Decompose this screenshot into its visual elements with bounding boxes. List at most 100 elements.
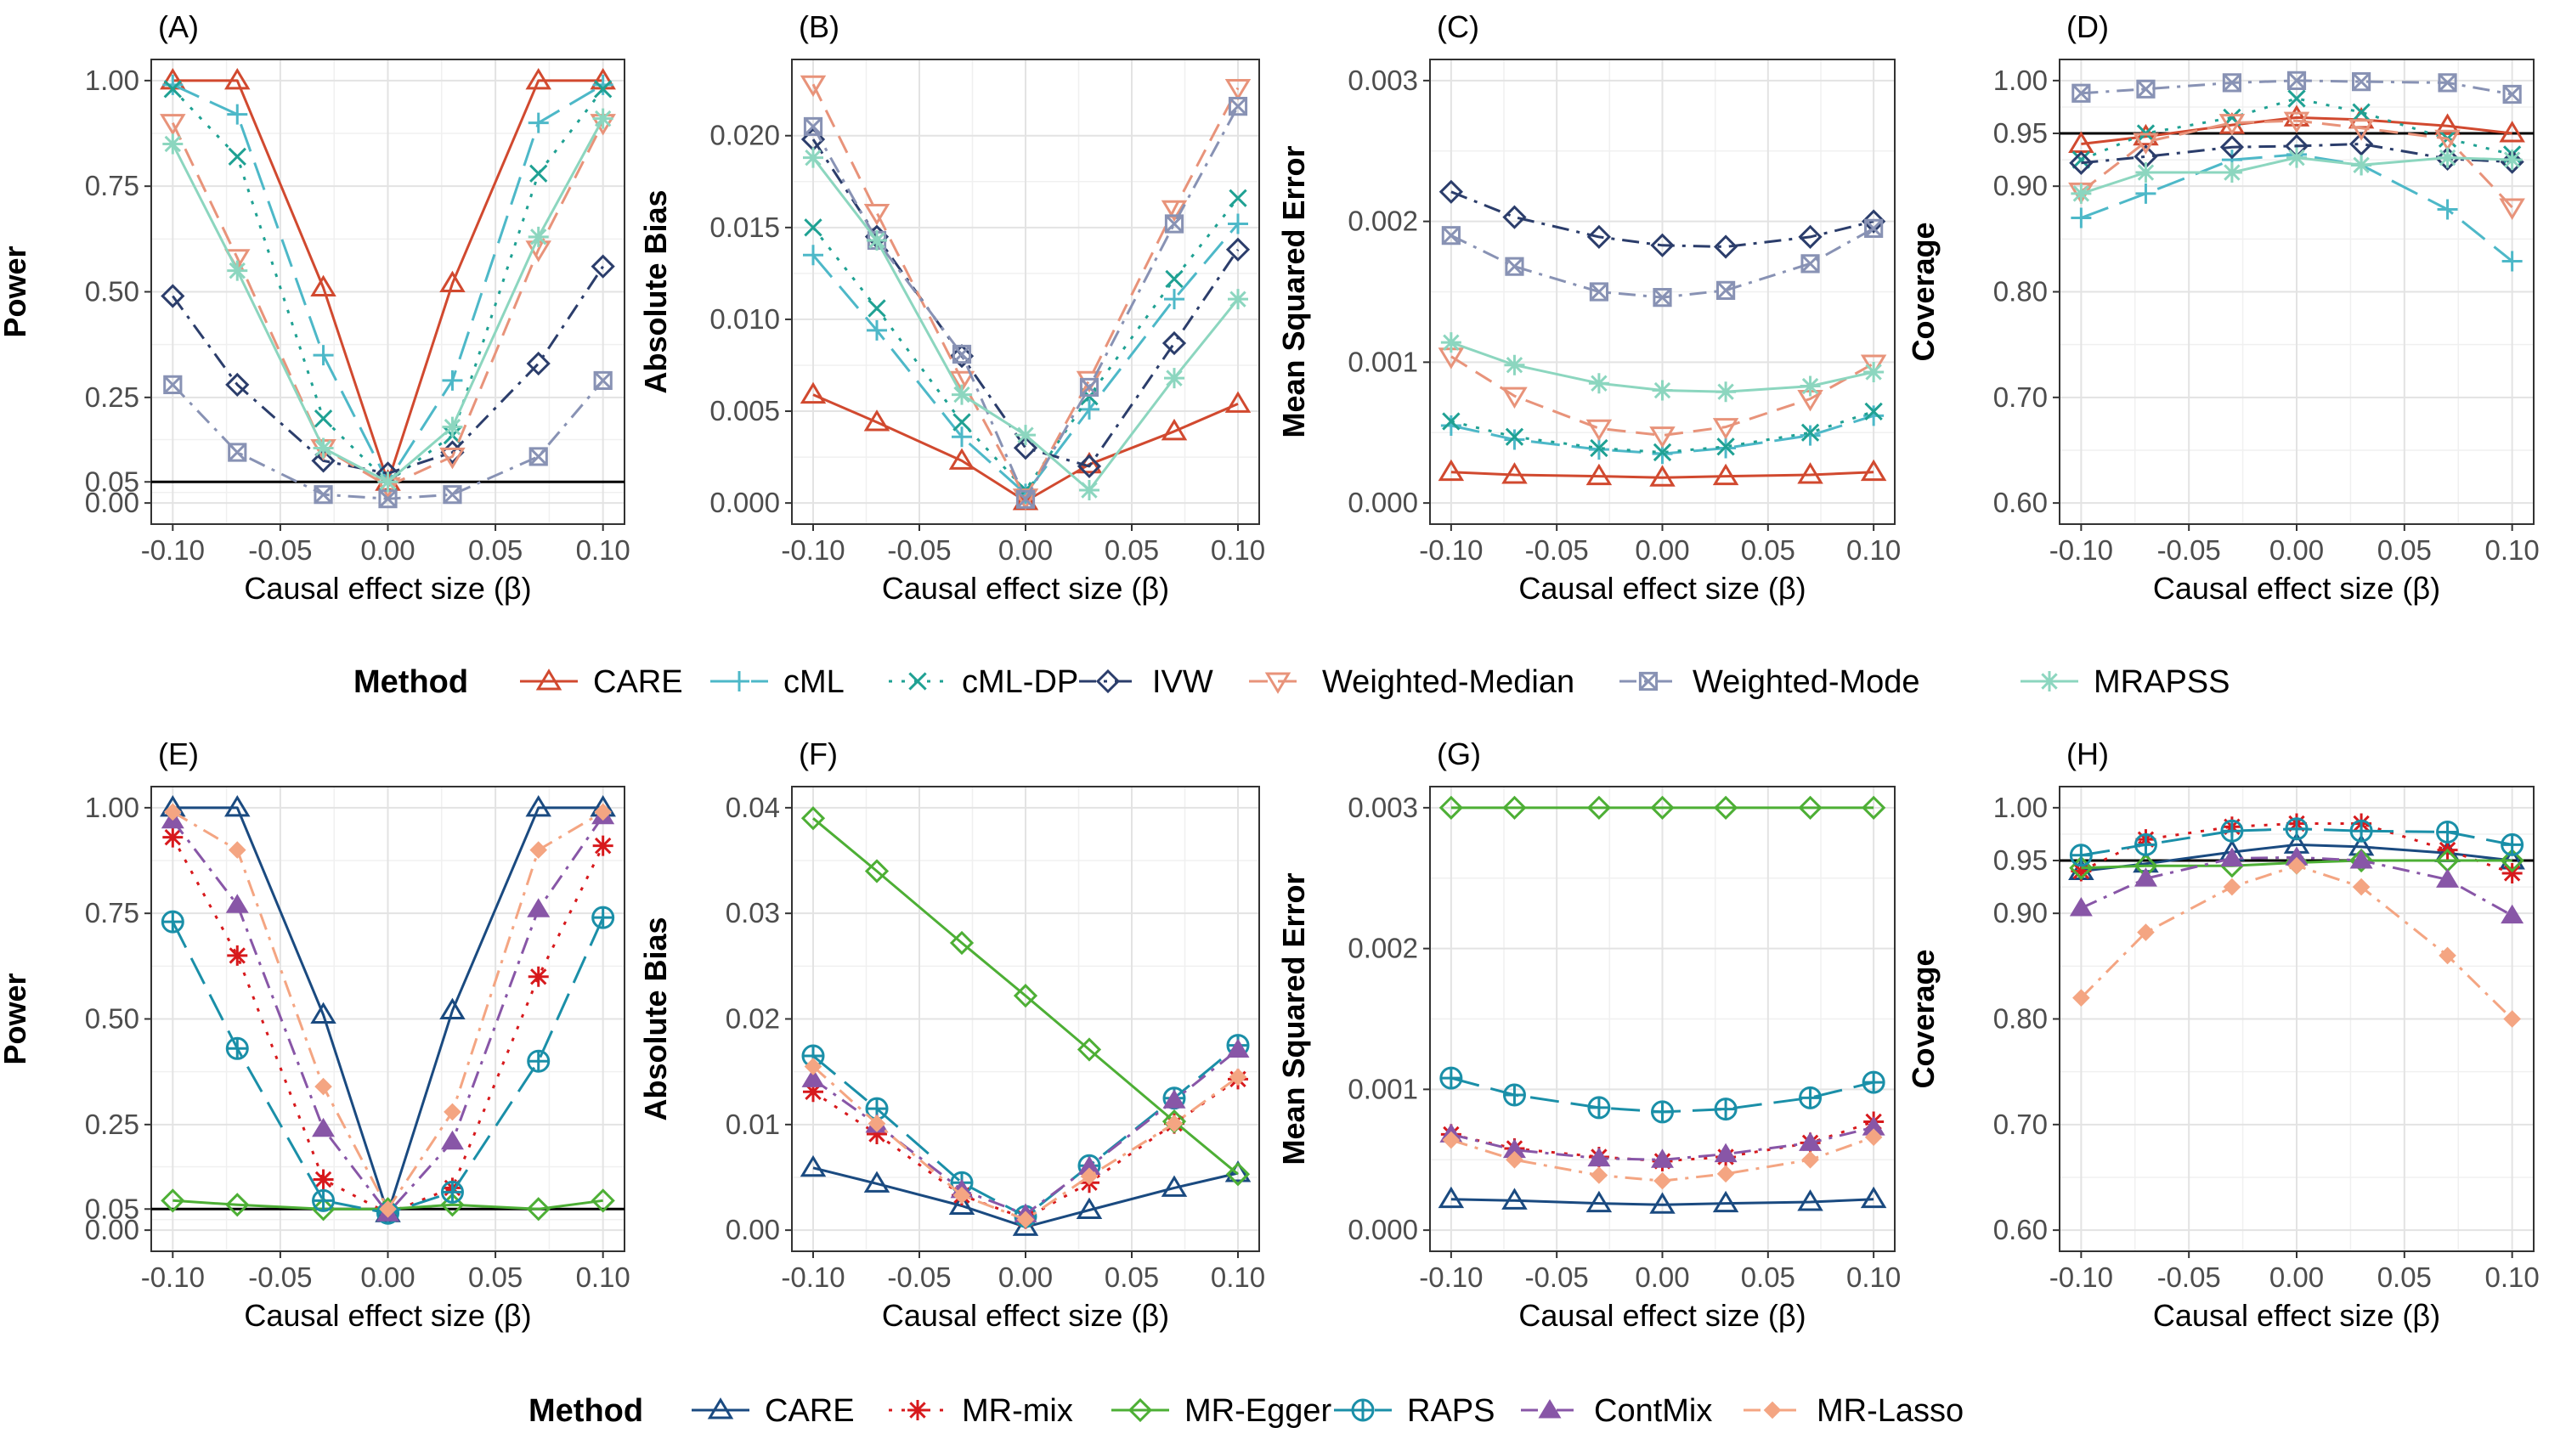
series-mr-lasso [164,803,612,1218]
data-point [1716,1165,1735,1183]
data-point [1712,463,1739,486]
data-point [2134,867,2157,887]
data-point [867,319,887,341]
data-point [2134,832,2157,856]
panel-label: (C) [1437,9,1479,44]
legend-label: RAPS [1407,1393,1495,1429]
y-tick-label: 0.25 [85,381,139,413]
legend-label: MR-mix [962,1393,1073,1429]
data-point [529,841,548,859]
data-point [440,1180,464,1204]
x-tick-label: 0.00 [2269,534,2324,566]
data-point [1799,1086,1823,1109]
data-point [164,803,182,821]
data-point [591,1188,615,1213]
legend-item-cml: cML [710,664,845,700]
data-point [804,218,822,237]
data-point [313,1169,334,1190]
data-point [1165,269,1184,289]
legend-item-ivw: IVW [1079,664,1213,700]
data-point [1161,1175,1188,1197]
x-tick-label: 0.00 [998,1261,1053,1293]
legend-item-mrapss: MRAPSS [2021,664,2230,700]
y-tick-label: 0.04 [726,792,780,823]
series-weighted-mode [1441,218,1884,308]
data-point [2501,832,2524,856]
legend-title: Method [353,664,468,700]
x-tick-label: -0.05 [887,534,951,566]
data-point [1714,1143,1738,1163]
y-tick-label: 0.002 [1348,206,1418,237]
panel-h: -0.10 -0.05 0.00 0.05 0.10 0.60 0.70 0.80 0.90 0.… [1906,736,2540,1333]
data-point [528,226,549,247]
series-weighted-median [2068,111,2525,220]
x-tick-label: 0.05 [1105,534,1159,566]
y-tick-label: 0.020 [709,120,780,151]
y-axis-title: Coverage [1906,222,1941,361]
data-point [529,164,548,183]
x-tick-label: -0.10 [1419,534,1483,566]
series-mrapss [803,147,1248,501]
data-point [1650,795,1675,820]
data-point [1652,380,1673,401]
legend-item-mr-lasso: MR-Lasso [1744,1393,1964,1429]
data-point [1440,415,1461,436]
data-point [1649,426,1676,449]
data-point [2434,129,2461,152]
y-tick-label: 0.50 [85,276,139,308]
x-tick-label: 0.05 [2377,534,2432,566]
data-point [1161,200,1188,223]
data-point [1864,402,1883,421]
y-tick-label: 1.00 [85,65,139,96]
data-point [1797,462,1823,484]
data-point [1863,361,1885,382]
x-tick-label: -0.05 [248,1261,312,1293]
data-point [2434,113,2461,135]
x-tick-label: -0.10 [141,1261,205,1293]
data-point [2437,147,2458,168]
data-point [224,67,251,90]
data-point [952,1186,971,1205]
data-point [2351,155,2372,176]
data-point [2352,103,2371,121]
panel-e: -0.10 -0.05 0.00 0.05 0.100.000.050.250.500.… [0,736,630,1333]
data-point [314,409,333,428]
data-point [1797,1189,1823,1211]
data-point [225,894,249,913]
data-point [1226,1038,1250,1058]
data-point [2071,83,2091,103]
data-point [439,270,466,293]
y-tick-label: 0.70 [1993,381,2048,413]
data-point [868,299,886,318]
data-point [1502,205,1527,229]
data-point [443,485,462,505]
data-point [594,803,612,821]
y-tick-label: 0.60 [1993,1214,2048,1245]
data-point [2137,923,2155,941]
series-cml [803,213,1248,505]
data-point [1438,179,1463,204]
panel-d: -0.10 -0.05 0.00 0.05 0.10 0.60 0.70 0.80 0.90 0.… [1906,9,2540,606]
data-point [314,485,333,505]
legend-label: MRAPSS [2094,664,2230,700]
y-axis-title: Coverage [1906,949,1941,1088]
panel-label: (F) [799,736,838,771]
y-tick-label: 0.015 [709,212,780,243]
data-point [2501,150,2523,171]
data-point [1586,224,1612,249]
data-point [1716,437,1735,456]
data-point [525,67,551,90]
data-point [2220,819,2244,843]
data-point [225,1193,250,1217]
y-tick-label: 0.80 [1993,276,2048,308]
legend-label: MR-Lasso [1817,1393,1964,1429]
data-point [591,906,615,929]
data-point [867,229,887,251]
x-tick-label: 0.10 [576,534,630,566]
data-point [592,74,613,95]
x-tick-label: -0.05 [1525,534,1589,566]
y-tick-label: 0.90 [1993,897,2048,928]
x-tick-label: 0.05 [468,1261,523,1293]
data-point [2503,1010,2521,1028]
data-point [2349,849,2373,869]
